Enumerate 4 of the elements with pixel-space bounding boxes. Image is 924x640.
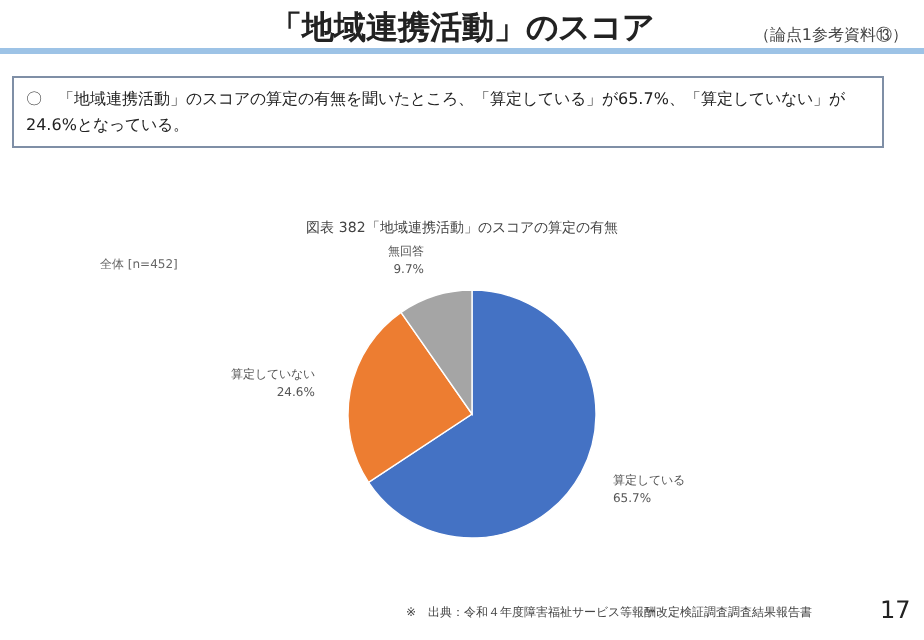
- text: （論点1参考資料⑬）: [753, 24, 908, 46]
- text: 〇 「地域連携活動」のスコアの算定の有無を聞いたところ、「算定している」が65.7%、「算定していない」が24.6%となっている。: [12, 76, 884, 148]
- text: 「地域連携活動」のスコア: [270, 8, 654, 46]
- text: 17: [880, 596, 911, 624]
